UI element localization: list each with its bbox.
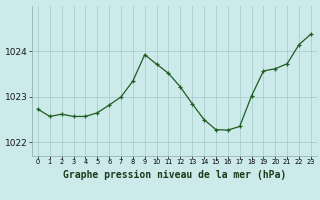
X-axis label: Graphe pression niveau de la mer (hPa): Graphe pression niveau de la mer (hPa) xyxy=(63,170,286,180)
